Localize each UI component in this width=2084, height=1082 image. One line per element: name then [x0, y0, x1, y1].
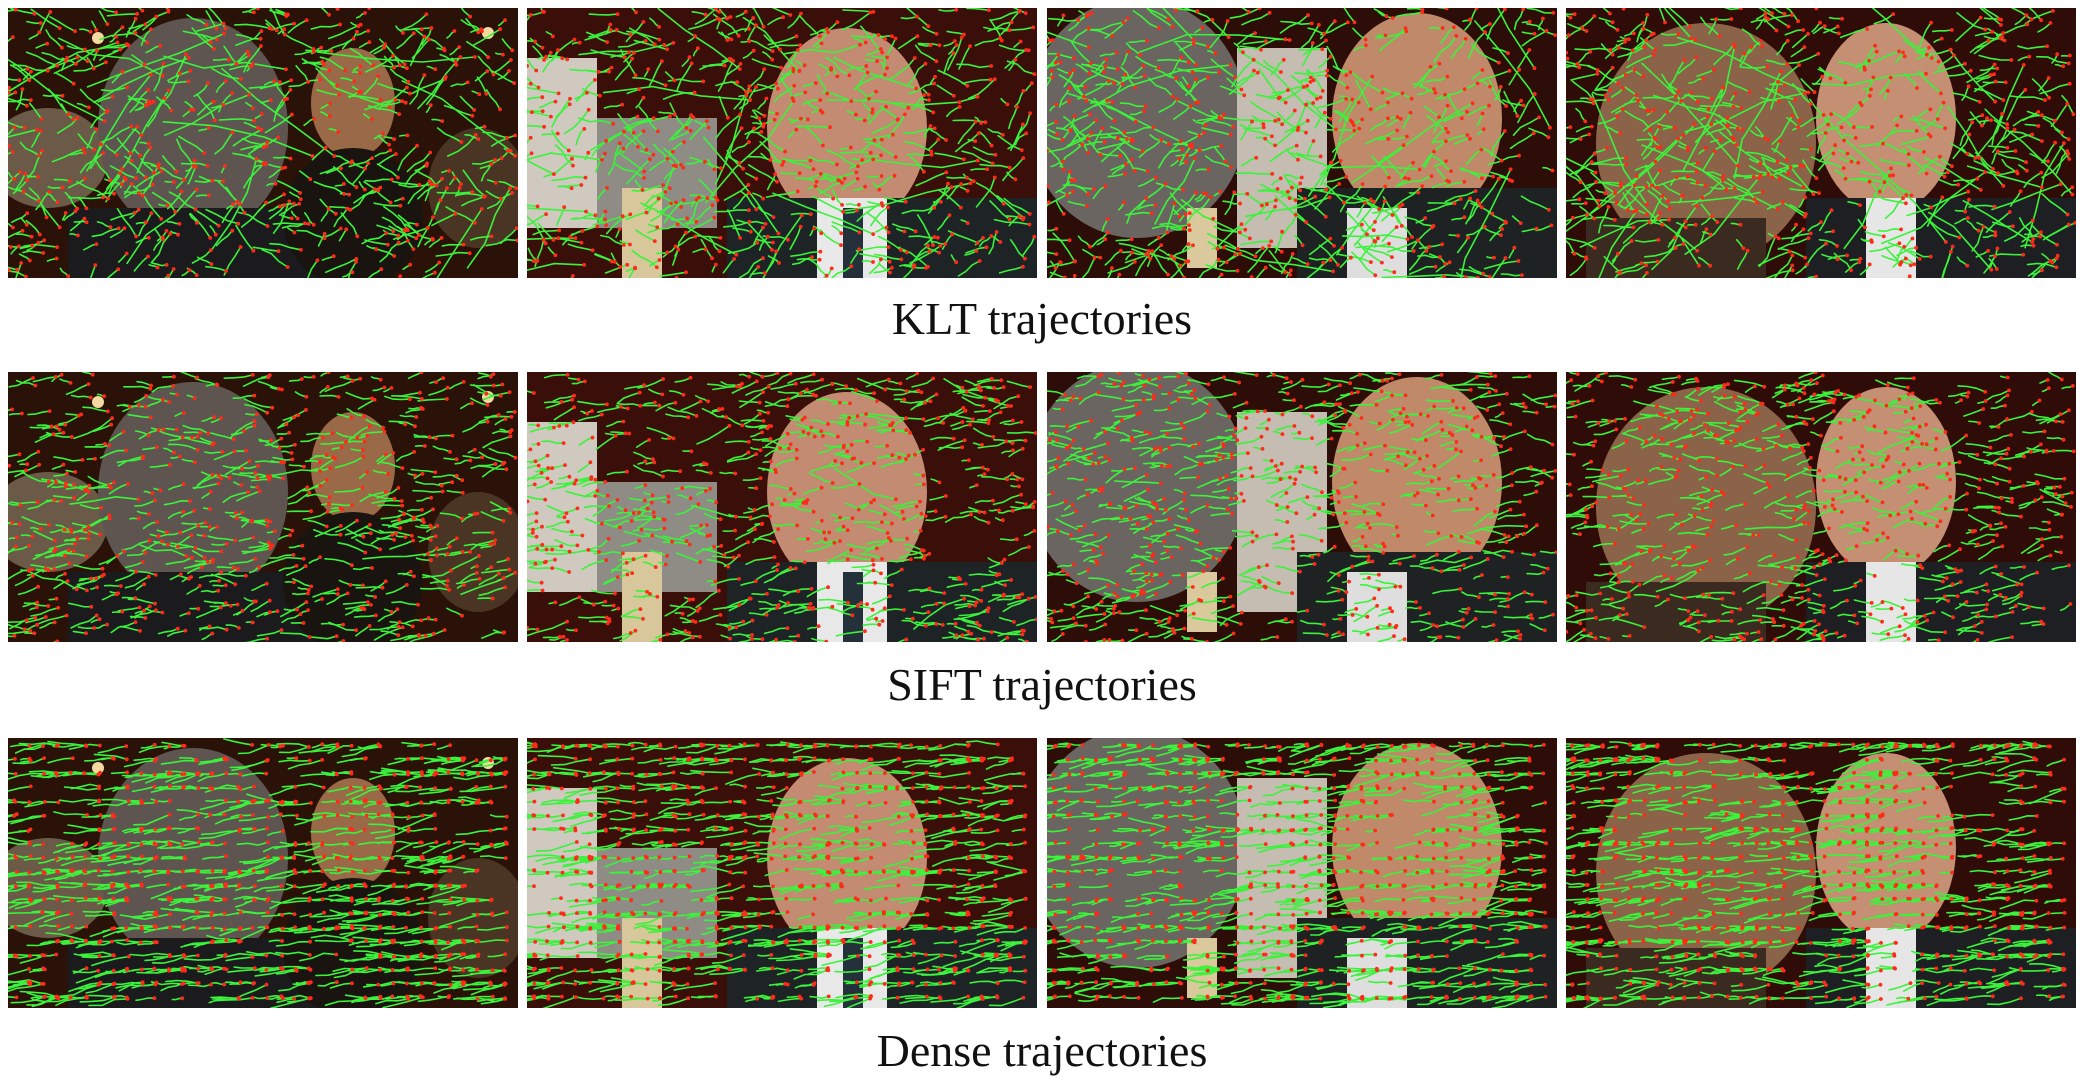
klt-frame-3-image: [1047, 8, 1557, 278]
dense-frame-3-image: [1047, 738, 1557, 1008]
sift-frame-2: [527, 372, 1037, 642]
klt-frame-1: [8, 8, 518, 278]
klt-frame-3: [1047, 8, 1557, 278]
sift-caption: SIFT trajectories: [887, 659, 1197, 710]
klt-frame-1-image: [8, 8, 518, 278]
klt-frame-4-image: [1566, 8, 2076, 278]
sift-frame-4-image: [1566, 372, 2076, 642]
klt-frame-4: [1566, 8, 2076, 278]
dense-frame-1-image: [8, 738, 518, 1008]
sift-frame-3-image: [1047, 372, 1557, 642]
dense-frame-4: [1566, 738, 2076, 1008]
klt-frame-2-image: [527, 8, 1037, 278]
dense-frame-2: [527, 738, 1037, 1008]
sift-frame-2-image: [527, 372, 1037, 642]
sift-frame-4: [1566, 372, 2076, 642]
dense-row: [8, 738, 2076, 1008]
sift-row: [8, 372, 2076, 642]
dense-caption: Dense trajectories: [876, 1025, 1208, 1076]
klt-frame-2: [527, 8, 1037, 278]
dense-frame-4-image: [1566, 738, 2076, 1008]
sift-frame-1: [8, 372, 518, 642]
sift-frame-1-image: [8, 372, 518, 642]
klt-caption: KLT trajectories: [891, 293, 1193, 344]
dense-frame-2-image: [527, 738, 1037, 1008]
klt-row: [8, 8, 2076, 278]
sift-frame-3: [1047, 372, 1557, 642]
dense-frame-1: [8, 738, 518, 1008]
dense-frame-3: [1047, 738, 1557, 1008]
